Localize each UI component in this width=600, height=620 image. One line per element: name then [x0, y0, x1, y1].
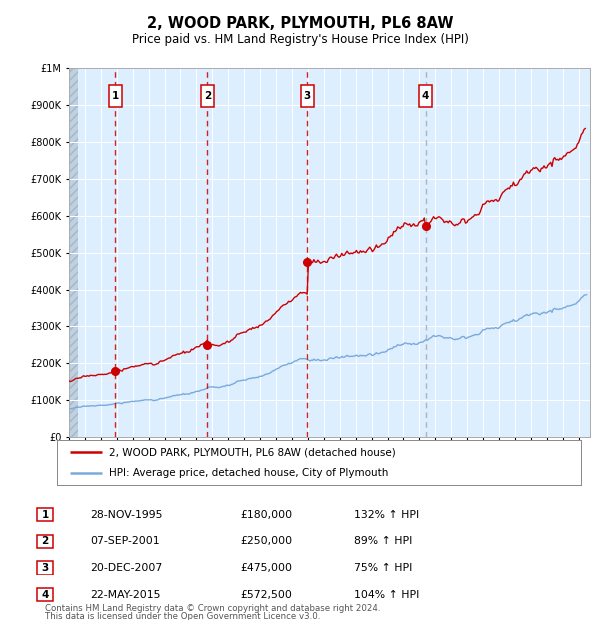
Text: Price paid vs. HM Land Registry's House Price Index (HPI): Price paid vs. HM Land Registry's House …	[131, 33, 469, 45]
Text: 2, WOOD PARK, PLYMOUTH, PL6 8AW (detached house): 2, WOOD PARK, PLYMOUTH, PL6 8AW (detache…	[109, 447, 396, 458]
Text: 22-MAY-2015: 22-MAY-2015	[90, 590, 161, 600]
Text: £180,000: £180,000	[240, 510, 292, 520]
Text: 2: 2	[204, 91, 211, 101]
Text: 4: 4	[422, 91, 429, 101]
Text: £250,000: £250,000	[240, 536, 292, 546]
Text: 132% ↑ HPI: 132% ↑ HPI	[354, 510, 419, 520]
Text: 20-DEC-2007: 20-DEC-2007	[90, 563, 162, 573]
Text: 104% ↑ HPI: 104% ↑ HPI	[354, 590, 419, 600]
Bar	[201, 85, 214, 107]
Bar	[69, 68, 78, 437]
Text: 1: 1	[41, 510, 49, 520]
Text: Contains HM Land Registry data © Crown copyright and database right 2024.: Contains HM Land Registry data © Crown c…	[45, 604, 380, 613]
Text: HPI: Average price, detached house, City of Plymouth: HPI: Average price, detached house, City…	[109, 467, 389, 478]
Bar	[419, 85, 432, 107]
Text: 2: 2	[41, 536, 49, 546]
Text: 28-NOV-1995: 28-NOV-1995	[90, 510, 163, 520]
Text: 4: 4	[41, 590, 49, 600]
Bar	[109, 85, 122, 107]
Text: This data is licensed under the Open Government Licence v3.0.: This data is licensed under the Open Gov…	[45, 612, 320, 620]
Text: 2, WOOD PARK, PLYMOUTH, PL6 8AW: 2, WOOD PARK, PLYMOUTH, PL6 8AW	[147, 16, 453, 31]
Bar	[301, 85, 314, 107]
Text: 3: 3	[304, 91, 311, 101]
Text: £572,500: £572,500	[240, 590, 292, 600]
Text: 07-SEP-2001: 07-SEP-2001	[90, 536, 160, 546]
Text: 89% ↑ HPI: 89% ↑ HPI	[354, 536, 412, 546]
Text: £475,000: £475,000	[240, 563, 292, 573]
Text: 1: 1	[112, 91, 119, 101]
Text: 3: 3	[41, 563, 49, 573]
Text: 75% ↑ HPI: 75% ↑ HPI	[354, 563, 412, 573]
